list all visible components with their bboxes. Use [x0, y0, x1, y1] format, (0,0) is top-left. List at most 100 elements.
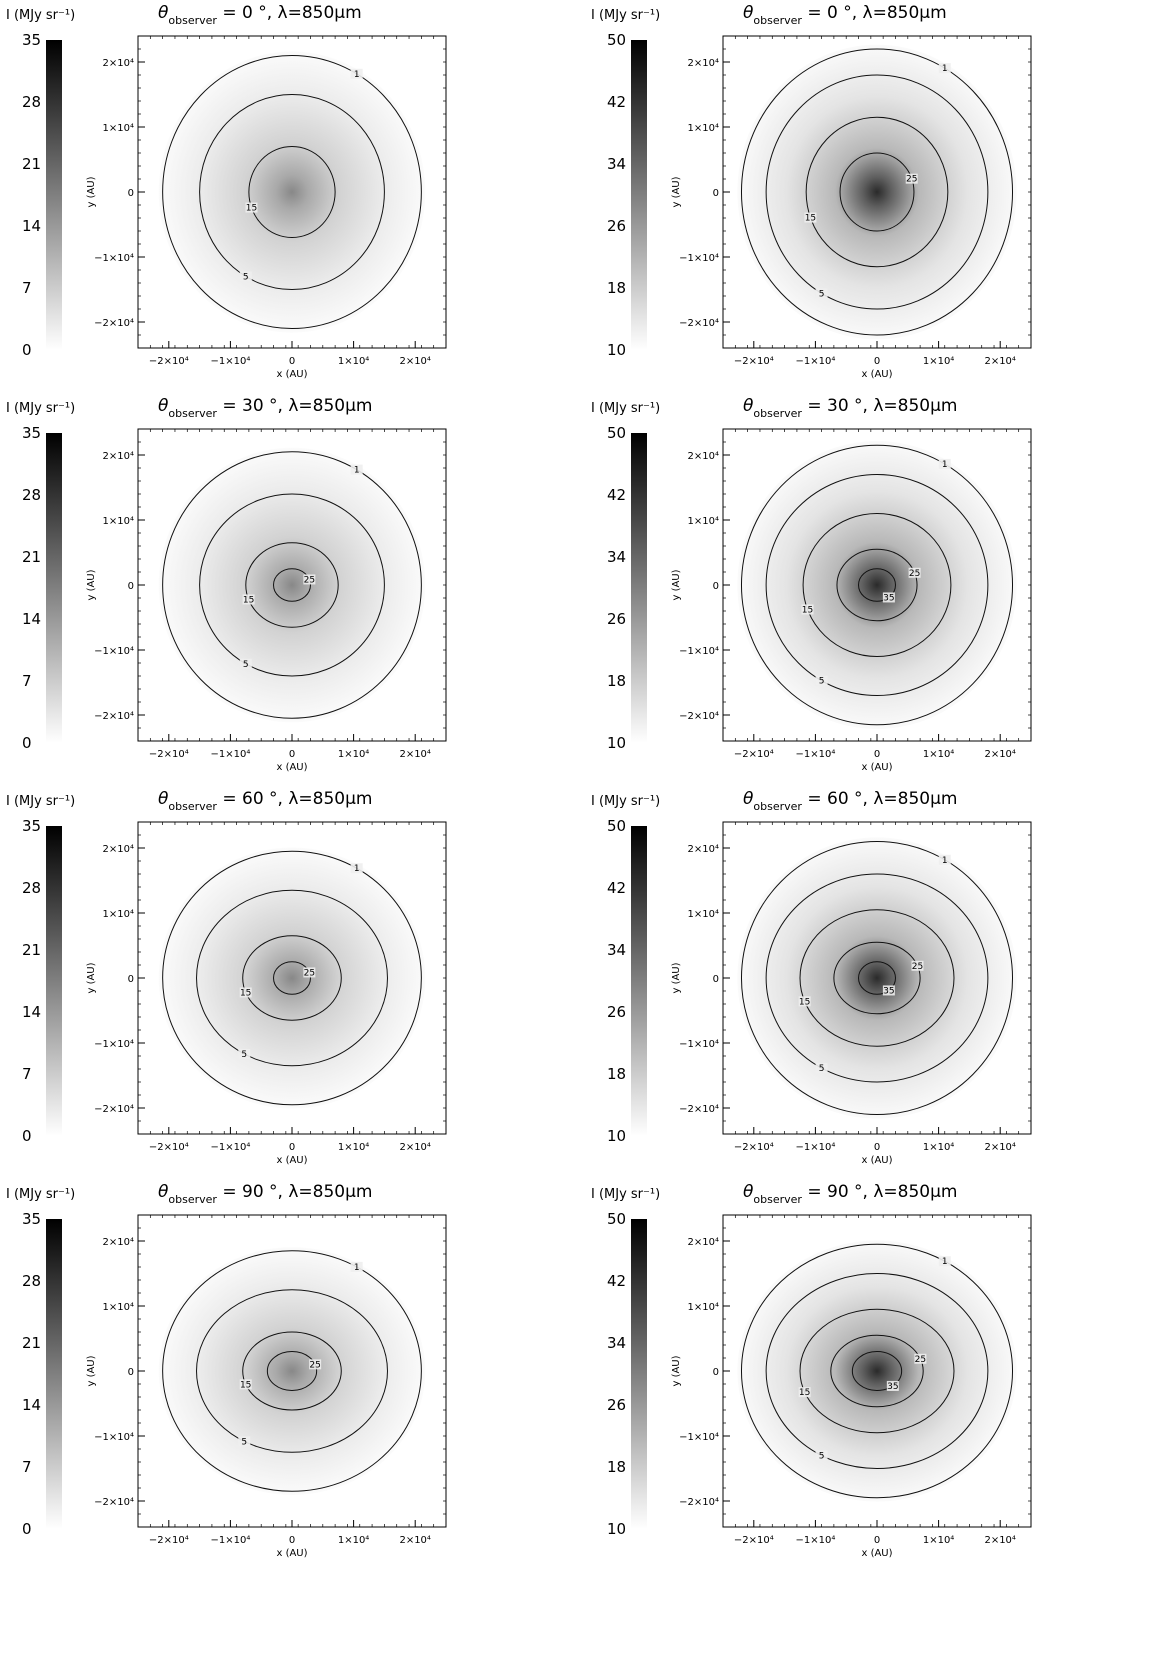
y-tick-label: 2×10⁴	[103, 58, 134, 69]
colorbar-tick-label: 34	[607, 548, 626, 566]
colorbar-tick-label: 7	[22, 1458, 32, 1476]
y-tick-label: 0	[128, 1367, 134, 1378]
colorbar-tick-label: 26	[607, 1396, 626, 1414]
contour-25	[266, 1351, 318, 1391]
y-tick-label: 2×10⁴	[688, 1237, 719, 1248]
contour-label-bg	[815, 675, 828, 686]
contour-label-bg	[245, 202, 258, 213]
contour-label-bg	[798, 996, 811, 1007]
y-axis-label: y (AU)	[86, 569, 97, 600]
contour-5	[765, 74, 989, 310]
x-tick-label: −1×10⁴	[210, 1535, 250, 1546]
x-tick-label: 2×10⁴	[984, 1142, 1015, 1153]
panel-6: I (MJy sr⁻¹) 0 7 14 21 28 35 θobserver = 90 °, …	[6, 1182, 447, 1559]
y-tick-label: −2×10⁴	[94, 711, 134, 722]
colorbar	[631, 826, 647, 1136]
y-tick-label: 2×10⁴	[688, 58, 719, 69]
contour-1	[162, 1250, 422, 1492]
colorbar-tick-label: 18	[607, 1065, 626, 1083]
colorbar-tick-label: 50	[607, 817, 626, 835]
y-tick-label: 0	[713, 974, 719, 985]
contour-15	[242, 1331, 342, 1411]
colorbar-tick-label: 35	[22, 424, 41, 442]
contour-label: 25	[309, 1360, 320, 1370]
y-tick-label: −1×10⁴	[679, 1432, 719, 1443]
contour-label: 15	[799, 997, 810, 1007]
x-tick-label: 0	[874, 1535, 880, 1546]
x-tick-label: 1×10⁴	[338, 1535, 369, 1546]
contour-label: 25	[909, 569, 920, 579]
contour-15	[799, 1308, 955, 1434]
contour-label-bg	[350, 68, 363, 79]
contour-label: 1	[942, 856, 948, 866]
x-tick-label: −1×10⁴	[795, 1142, 835, 1153]
y-tick-label: −1×10⁴	[679, 1039, 719, 1050]
contour-label-bg	[938, 1256, 951, 1267]
y-axis-label: y (AU)	[86, 1355, 97, 1386]
y-tick-label: 1×10⁴	[688, 909, 719, 920]
contour-15	[248, 146, 336, 238]
intensity-map	[158, 447, 426, 723]
contour-label: 15	[240, 988, 251, 998]
x-axis-label: x (AU)	[276, 1548, 307, 1559]
contour-label: 5	[243, 272, 249, 282]
colorbar	[46, 1219, 62, 1529]
x-tick-label: −1×10⁴	[210, 749, 250, 760]
y-tick-label: −1×10⁴	[94, 646, 134, 657]
contour-35	[851, 1351, 903, 1391]
contour-15	[799, 909, 955, 1047]
contour-label: 5	[819, 1451, 825, 1461]
contour-label-bg	[239, 987, 252, 998]
contour-15	[242, 935, 342, 1021]
x-tick-label: −2×10⁴	[149, 749, 189, 760]
colorbar-tick-label: 28	[22, 1272, 41, 1290]
contour-label: 5	[243, 660, 249, 670]
colorbar-unit: I (MJy sr⁻¹)	[591, 1187, 660, 1202]
colorbar-tick-label: 7	[22, 279, 32, 297]
colorbar-tick-label: 42	[607, 879, 626, 897]
x-tick-label: 0	[289, 1142, 295, 1153]
y-axis-label: y (AU)	[86, 176, 97, 207]
contour-label: 5	[819, 677, 825, 687]
colorbar	[46, 433, 62, 743]
colorbar	[631, 40, 647, 350]
colorbar	[46, 826, 62, 1136]
contour-1	[740, 444, 1014, 726]
contour-label-bg	[804, 212, 817, 223]
x-tick-label: 0	[289, 1535, 295, 1546]
colorbar-tick-label: 34	[607, 1334, 626, 1352]
contour-label: 1	[354, 70, 360, 80]
contour-label: 1	[354, 1263, 360, 1273]
x-tick-label: −1×10⁴	[795, 749, 835, 760]
colorbar-tick-label: 14	[22, 1003, 41, 1021]
intensity-map	[737, 44, 1017, 340]
contour-label-bg	[350, 863, 363, 874]
contour-25	[833, 941, 921, 1015]
y-tick-label: 1×10⁴	[688, 1302, 719, 1313]
x-axis-label: x (AU)	[276, 369, 307, 380]
panel-title: θobserver = 30 °, λ=850μm	[158, 396, 372, 420]
contour-label-bg	[238, 1436, 251, 1447]
contour-5	[196, 1289, 388, 1453]
x-tick-label: −1×10⁴	[210, 1142, 250, 1153]
contour-35	[858, 961, 896, 995]
y-tick-label: 1×10⁴	[103, 1302, 134, 1313]
contour-label-bg	[938, 63, 951, 74]
y-tick-label: 1×10⁴	[103, 909, 134, 920]
intensity-map	[737, 1240, 1017, 1502]
contour-label-bg	[242, 594, 255, 605]
x-tick-label: 2×10⁴	[399, 1142, 430, 1153]
colorbar-tick-label: 10	[607, 1520, 626, 1538]
y-axis-label: y (AU)	[671, 176, 682, 207]
contour-label: 1	[942, 1257, 948, 1267]
y-tick-label: −2×10⁴	[679, 1497, 719, 1508]
intensity-map	[737, 837, 1017, 1119]
contour-label: 15	[802, 605, 813, 615]
contour-5	[765, 474, 989, 696]
contour-1	[740, 48, 1014, 336]
contour-label-bg	[938, 854, 951, 865]
colorbar-tick-label: 21	[22, 548, 41, 566]
y-tick-label: −1×10⁴	[94, 1039, 134, 1050]
colorbar-tick-label: 50	[607, 1210, 626, 1228]
